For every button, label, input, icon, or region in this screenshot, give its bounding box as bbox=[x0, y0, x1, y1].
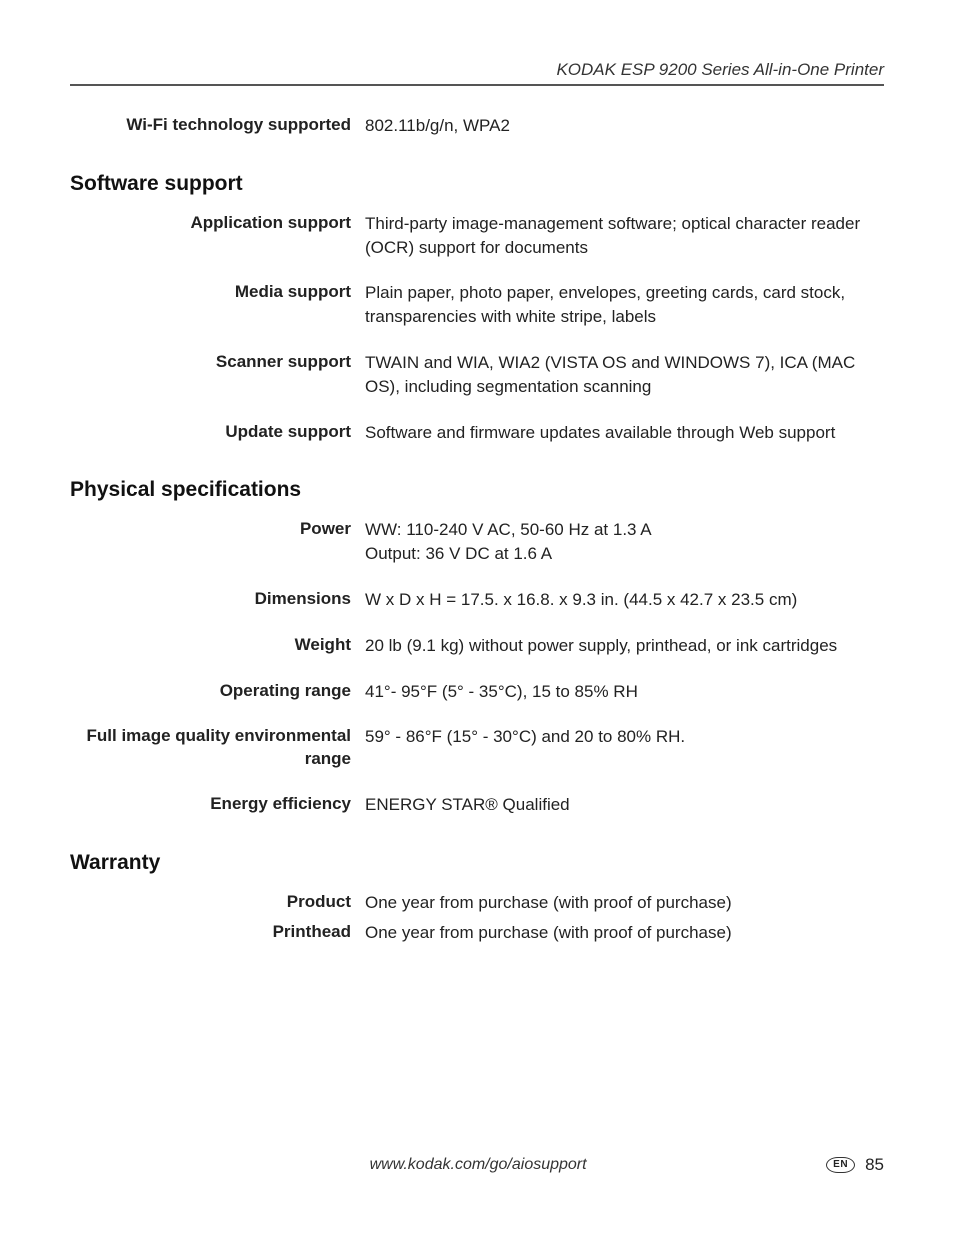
spec-value: WW: 110-240 V AC, 50-60 Hz at 1.3 AOutpu… bbox=[365, 518, 884, 566]
spec-label: Product bbox=[70, 891, 365, 914]
spec-row: Operating range41°- 95°F (5° - 35°C), 15… bbox=[70, 680, 884, 704]
spec-value: W x D x H = 17.5. x 16.8. x 9.3 in. (44.… bbox=[365, 588, 884, 612]
spec-label: Operating range bbox=[70, 680, 365, 703]
spec-row: ProductOne year from purchase (with proo… bbox=[70, 891, 884, 915]
section-heading: Physical specifications bbox=[70, 478, 884, 502]
section-heading: Warranty bbox=[70, 851, 884, 875]
spec-row: Weight20 lb (9.1 kg) without power suppl… bbox=[70, 634, 884, 658]
spec-value: TWAIN and WIA, WIA2 (VISTA OS and WINDOW… bbox=[365, 351, 884, 399]
spec-value: 802.11b/g/n, WPA2 bbox=[365, 114, 884, 138]
spec-label: Printhead bbox=[70, 921, 365, 944]
spec-row: Update supportSoftware and firmware upda… bbox=[70, 421, 884, 445]
spec-label: Scanner support bbox=[70, 351, 365, 374]
spec-value: Third-party image-management software; o… bbox=[365, 212, 884, 260]
lang-badge: EN bbox=[826, 1157, 855, 1173]
page-number: 85 bbox=[865, 1155, 884, 1175]
spec-label: Wi-Fi technology supported bbox=[70, 114, 365, 137]
spec-value: 20 lb (9.1 kg) without power supply, pri… bbox=[365, 634, 884, 658]
footer-url: www.kodak.com/go/aiosupport bbox=[130, 1156, 826, 1174]
header-title: KODAK ESP 9200 Series All-in-One Printer bbox=[556, 60, 884, 79]
spec-label: Energy efficiency bbox=[70, 793, 365, 816]
spec-row: Full image quality environmental range59… bbox=[70, 725, 884, 771]
spec-label: Media support bbox=[70, 281, 365, 304]
spec-value: One year from purchase (with proof of pu… bbox=[365, 891, 884, 915]
spec-label: Weight bbox=[70, 634, 365, 657]
spec-row: Energy efficiencyENERGY STAR® Qualified bbox=[70, 793, 884, 817]
spec-row: Scanner supportTWAIN and WIA, WIA2 (VIST… bbox=[70, 351, 884, 399]
spec-label: Application support bbox=[70, 212, 365, 235]
spec-value: Software and firmware updates available … bbox=[365, 421, 884, 445]
spec-row-wifi: Wi-Fi technology supported 802.11b/g/n, … bbox=[70, 114, 884, 138]
spec-value: One year from purchase (with proof of pu… bbox=[365, 921, 884, 945]
spec-label: Power bbox=[70, 518, 365, 541]
spec-label: Full image quality environmental range bbox=[70, 725, 365, 771]
spec-value: 59° - 86°F (15° - 30°C) and 20 to 80% RH… bbox=[365, 725, 884, 749]
spec-row: Media supportPlain paper, photo paper, e… bbox=[70, 281, 884, 329]
spec-label: Update support bbox=[70, 421, 365, 444]
spec-row: PowerWW: 110-240 V AC, 50-60 Hz at 1.3 A… bbox=[70, 518, 884, 566]
spec-row: Application supportThird-party image-man… bbox=[70, 212, 884, 260]
page-header: KODAK ESP 9200 Series All-in-One Printer bbox=[70, 60, 884, 86]
spec-label: Dimensions bbox=[70, 588, 365, 611]
section-heading: Software support bbox=[70, 172, 884, 196]
footer-right: EN 85 bbox=[826, 1155, 884, 1175]
spec-row: DimensionsW x D x H = 17.5. x 16.8. x 9.… bbox=[70, 588, 884, 612]
spec-value: ENERGY STAR® Qualified bbox=[365, 793, 884, 817]
spec-value: 41°- 95°F (5° - 35°C), 15 to 85% RH bbox=[365, 680, 884, 704]
page-footer: www.kodak.com/go/aiosupport EN 85 bbox=[70, 1155, 884, 1175]
spec-row: PrintheadOne year from purchase (with pr… bbox=[70, 921, 884, 945]
spec-value: Plain paper, photo paper, envelopes, gre… bbox=[365, 281, 884, 329]
